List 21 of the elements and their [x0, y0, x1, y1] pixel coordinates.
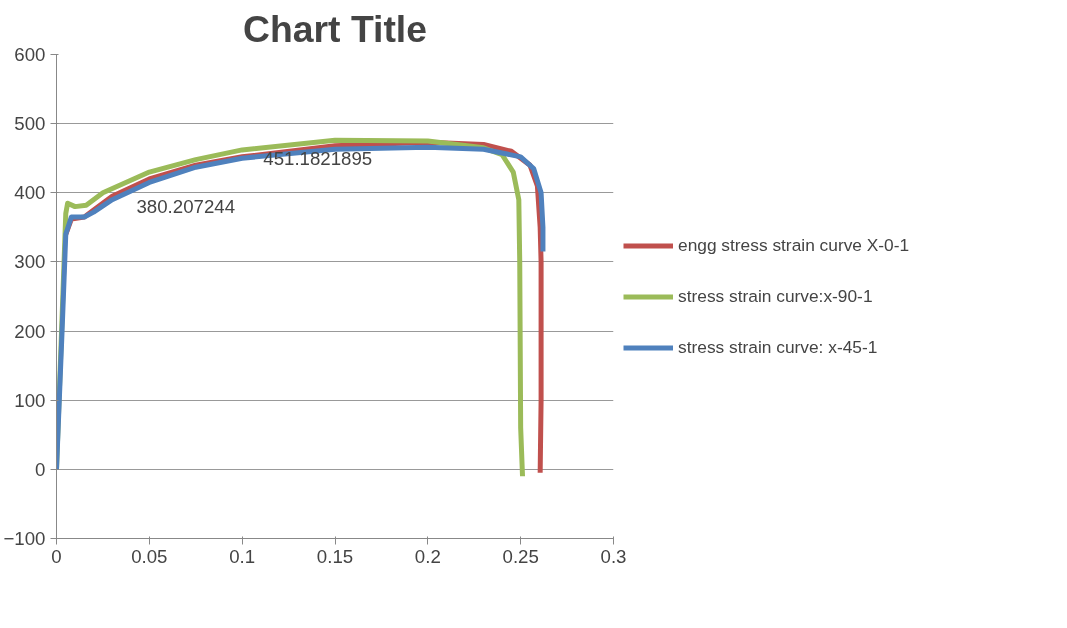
x-tick-label: 0.25	[502, 545, 539, 567]
x-tick-label: 0.2	[414, 545, 441, 567]
x-tick-label: 0.05	[131, 545, 168, 567]
x-tick-label: 0	[51, 545, 62, 567]
x-tick-label: 0.3	[600, 545, 627, 567]
x-tick-label: 0.1	[229, 545, 256, 567]
y-tick-label: 300	[14, 251, 46, 273]
y-tick-label: 100	[14, 389, 46, 411]
legend-label: stress strain curve:x-90-1	[678, 285, 873, 307]
y-tick-label: 500	[14, 113, 46, 135]
legend-label: engg stress strain curve X-0-1	[678, 234, 910, 256]
chart-title: Chart Title	[243, 7, 427, 50]
y-tick-label: 200	[14, 320, 46, 342]
annotation: 451.1821895	[263, 148, 373, 170]
y-tick-label: 400	[14, 182, 46, 204]
y-tick-label: −100	[3, 528, 46, 549]
y-tick-label: 0	[35, 458, 46, 480]
y-tick-label: 600	[14, 44, 46, 65]
legend-label: stress strain curve: x-45-1	[678, 336, 878, 358]
annotation: 380.207244	[136, 195, 236, 217]
x-tick-label: 0.15	[316, 545, 354, 567]
